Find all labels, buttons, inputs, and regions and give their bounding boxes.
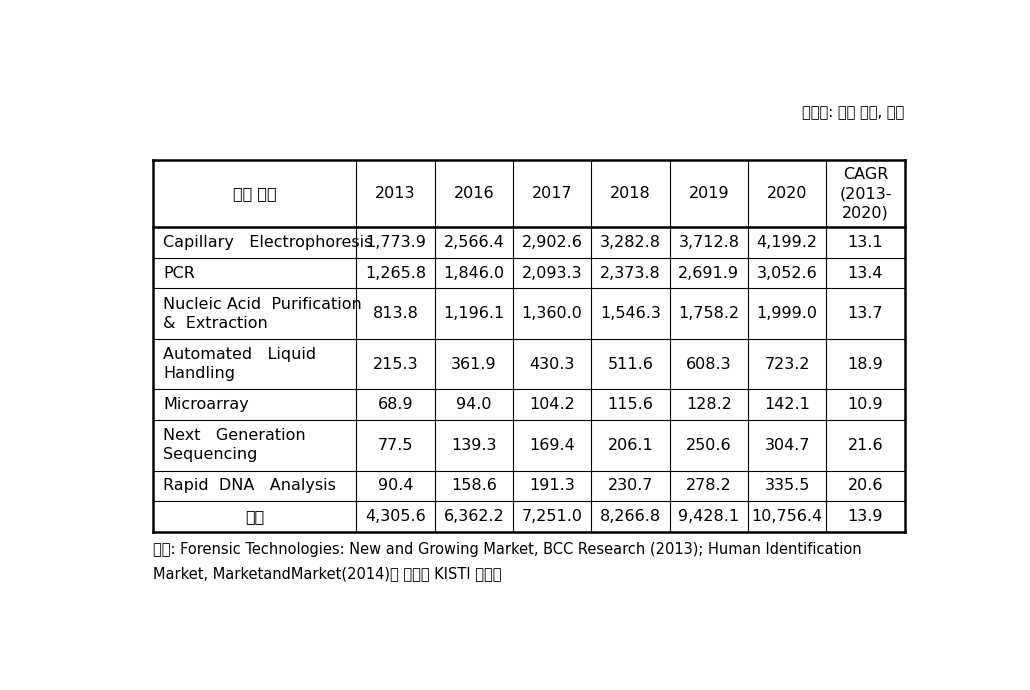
Text: Automated   Liquid
Handling: Automated Liquid Handling: [163, 347, 316, 382]
Text: 2019: 2019: [688, 186, 729, 201]
Text: 1,265.8: 1,265.8: [365, 266, 426, 281]
Text: 139.3: 139.3: [451, 437, 496, 453]
Text: 1,196.1: 1,196.1: [443, 306, 505, 321]
Text: 1,360.0: 1,360.0: [522, 306, 583, 321]
Text: 2020: 2020: [767, 186, 808, 201]
Text: PCR: PCR: [163, 266, 195, 281]
Text: 2018: 2018: [610, 186, 651, 201]
Text: 2,566.4: 2,566.4: [443, 235, 505, 250]
Text: 8,266.8: 8,266.8: [599, 509, 661, 524]
Text: 68.9: 68.9: [378, 397, 413, 412]
Text: 104.2: 104.2: [529, 397, 575, 412]
Text: 608.3: 608.3: [686, 357, 731, 372]
Text: 158.6: 158.6: [451, 478, 496, 493]
Text: 206.1: 206.1: [608, 437, 653, 453]
Text: 361.9: 361.9: [451, 357, 496, 372]
Text: 4,305.6: 4,305.6: [366, 509, 425, 524]
Text: 304.7: 304.7: [764, 437, 810, 453]
Text: 13.7: 13.7: [848, 306, 884, 321]
Text: Capillary   Electrophoresis: Capillary Electrophoresis: [163, 235, 373, 250]
Text: 1,758.2: 1,758.2: [679, 306, 740, 321]
Text: 335.5: 335.5: [764, 478, 810, 493]
Text: 1,999.0: 1,999.0: [757, 306, 818, 321]
Text: 94.0: 94.0: [456, 397, 491, 412]
Text: 1,546.3: 1,546.3: [600, 306, 661, 321]
Text: 13.9: 13.9: [848, 509, 884, 524]
Text: 77.5: 77.5: [378, 437, 413, 453]
Text: 자료: Forensic Technologies: New and Growing Market, BCC Research (2013); Human Id: 자료: Forensic Technologies: New and Growi…: [152, 542, 861, 581]
Text: （단위: 백만 달러, ％）: （단위: 백만 달러, ％）: [802, 105, 904, 120]
Text: 3,712.8: 3,712.8: [679, 235, 740, 250]
Text: 511.6: 511.6: [608, 357, 653, 372]
Text: 10,756.4: 10,756.4: [752, 509, 823, 524]
Text: CAGR
(2013-
2020): CAGR (2013- 2020): [839, 167, 892, 220]
Text: 2,691.9: 2,691.9: [679, 266, 740, 281]
Text: 9,428.1: 9,428.1: [679, 509, 740, 524]
Text: 90.4: 90.4: [378, 478, 413, 493]
Text: 115.6: 115.6: [608, 397, 653, 412]
Text: 10.9: 10.9: [848, 397, 884, 412]
Text: 6,362.2: 6,362.2: [444, 509, 505, 524]
Text: Nucleic Acid  Purification
&  Extraction: Nucleic Acid Purification & Extraction: [163, 297, 362, 331]
Text: Microarray: Microarray: [163, 397, 249, 412]
Text: 250.6: 250.6: [686, 437, 731, 453]
Text: 2017: 2017: [531, 186, 573, 201]
Text: 21.6: 21.6: [848, 437, 884, 453]
Text: 2,093.3: 2,093.3: [522, 266, 583, 281]
Text: 813.8: 813.8: [373, 306, 418, 321]
Text: 191.3: 191.3: [529, 478, 575, 493]
Text: 2016: 2016: [453, 186, 494, 201]
Text: 1,846.0: 1,846.0: [443, 266, 505, 281]
Text: 142.1: 142.1: [764, 397, 810, 412]
Text: 169.4: 169.4: [529, 437, 575, 453]
Text: Rapid  DNA   Analysis: Rapid DNA Analysis: [163, 478, 336, 493]
Text: 4,199.2: 4,199.2: [757, 235, 818, 250]
Text: 215.3: 215.3: [373, 357, 418, 372]
Text: 13.4: 13.4: [848, 266, 884, 281]
Text: 13.1: 13.1: [848, 235, 884, 250]
Text: 합계: 합계: [245, 509, 264, 524]
Text: 3,052.6: 3,052.6: [757, 266, 818, 281]
Text: 2,902.6: 2,902.6: [522, 235, 583, 250]
Text: 18.9: 18.9: [848, 357, 884, 372]
Text: 230.7: 230.7: [608, 478, 653, 493]
Text: 278.2: 278.2: [686, 478, 731, 493]
Text: 7,251.0: 7,251.0: [521, 509, 583, 524]
Text: Next   Generation
Sequencing: Next Generation Sequencing: [163, 428, 306, 462]
Text: 기술 분류: 기술 분류: [233, 186, 276, 201]
Text: 1,773.9: 1,773.9: [365, 235, 426, 250]
Text: 723.2: 723.2: [764, 357, 810, 372]
Text: 2,373.8: 2,373.8: [600, 266, 661, 281]
Text: 128.2: 128.2: [686, 397, 731, 412]
Text: 2013: 2013: [375, 186, 416, 201]
Text: 3,282.8: 3,282.8: [600, 235, 661, 250]
Text: 430.3: 430.3: [529, 357, 575, 372]
Text: 20.6: 20.6: [848, 478, 884, 493]
